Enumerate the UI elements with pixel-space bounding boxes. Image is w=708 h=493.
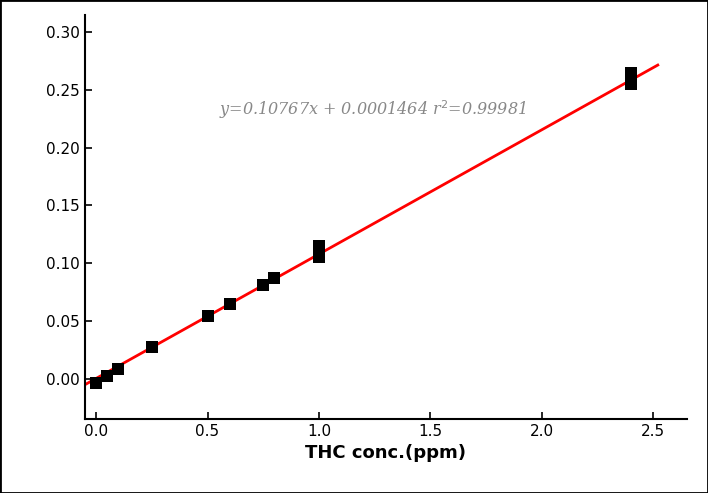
Point <box>146 344 157 352</box>
Point <box>314 242 325 250</box>
Point <box>224 300 236 308</box>
Point <box>258 281 269 289</box>
Point <box>625 69 636 76</box>
Point <box>113 365 124 373</box>
Text: y=0.10767x + 0.0001464 r$^{2}$=0.99981: y=0.10767x + 0.0001464 r$^{2}$=0.99981 <box>219 99 526 121</box>
Point <box>202 312 213 320</box>
Point <box>269 274 280 282</box>
Point <box>101 372 113 380</box>
Point <box>314 253 325 261</box>
Point <box>91 379 102 387</box>
X-axis label: THC conc.(ppm): THC conc.(ppm) <box>305 445 467 462</box>
Point <box>625 80 636 88</box>
